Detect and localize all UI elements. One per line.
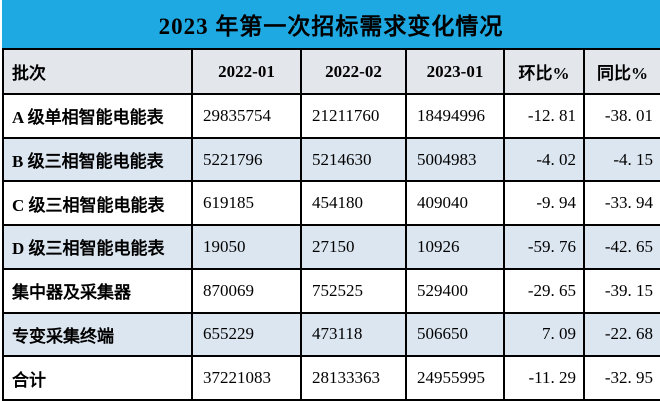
cell-yoy: -42. 65 (585, 226, 660, 270)
cell-yoy: -22. 68 (585, 313, 660, 358)
row-label: D 级三相智能电能表 (4, 226, 193, 270)
row-label: 专变采集终端 (4, 313, 193, 358)
page-title: 2023 年第一次招标需求变化情况 (158, 14, 504, 39)
row-label-total: 合计 (4, 357, 193, 401)
cell-value: 19050 (193, 226, 302, 270)
cell-yoy: -38. 01 (585, 95, 660, 139)
cell-yoy: -39. 15 (585, 269, 660, 314)
cell-mom: -29. 65 (505, 269, 585, 314)
header-cell-mom-pct: 环比% (505, 50, 585, 95)
cell-value: 655229 (193, 313, 302, 358)
header-cell-batch: 批次 (4, 50, 193, 95)
cell-mom: -59. 76 (505, 226, 585, 270)
row-label: B 级三相智能电能表 (4, 138, 193, 183)
cell-value: 473118 (302, 313, 407, 358)
cell-yoy: -4. 15 (585, 138, 660, 183)
data-table: 批次 2022-01 2022-02 2023-01 环比% 同比% A 级单相… (2, 50, 660, 401)
cell-value: 619185 (193, 182, 302, 227)
row-label: A 级单相智能电能表 (4, 95, 193, 139)
header-cell-yoy-pct: 同比% (585, 50, 660, 95)
cell-yoy: -33. 94 (585, 182, 660, 227)
cell-mom: 7. 09 (505, 313, 585, 358)
cell-value: 870069 (193, 269, 302, 314)
cell-value: 24955995 (407, 357, 505, 401)
row-label: 集中器及采集器 (4, 269, 193, 314)
cell-yoy: -32. 95 (585, 357, 660, 401)
cell-value: 454180 (302, 182, 407, 227)
cell-mom: -12. 81 (505, 95, 585, 139)
cell-value: 37221083 (193, 357, 302, 401)
cell-value: 529400 (407, 269, 505, 314)
cell-mom: -11. 29 (505, 357, 585, 401)
cell-value: 409040 (407, 182, 505, 227)
cell-value: 18494996 (407, 95, 505, 139)
header-cell-2023-01: 2023-01 (407, 50, 505, 95)
table-title-bar: 2023 年第一次招标需求变化情况 (2, 0, 660, 50)
cell-value: 5004983 (407, 138, 505, 183)
header-cell-2022-02: 2022-02 (302, 50, 407, 95)
cell-value: 10926 (407, 226, 505, 270)
header-cell-2022-01: 2022-01 (193, 50, 302, 95)
cell-value: 29835754 (193, 95, 302, 139)
cell-mom: -4. 02 (505, 138, 585, 183)
cell-value: 506650 (407, 313, 505, 358)
cell-value: 28133363 (302, 357, 407, 401)
cell-value: 5214630 (302, 138, 407, 183)
cell-value: 5221796 (193, 138, 302, 183)
row-label: C 级三相智能电能表 (4, 182, 193, 227)
cell-value: 27150 (302, 226, 407, 270)
cell-value: 752525 (302, 269, 407, 314)
cell-value: 21211760 (302, 95, 407, 139)
cell-mom: -9. 94 (505, 182, 585, 227)
